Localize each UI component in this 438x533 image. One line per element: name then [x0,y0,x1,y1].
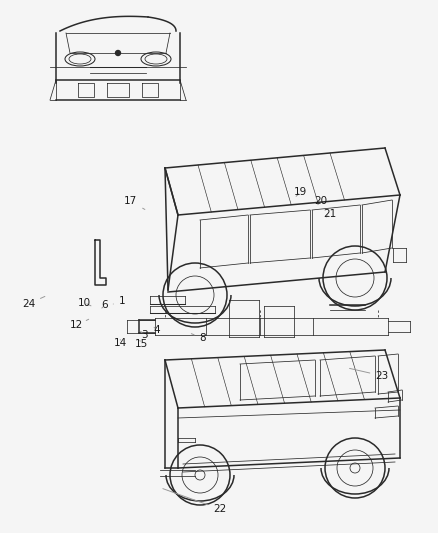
Circle shape [115,51,120,55]
Text: 20: 20 [313,197,326,206]
Text: 19: 19 [293,187,307,197]
Text: 1: 1 [113,296,125,306]
Text: 10: 10 [78,298,91,308]
Text: 23: 23 [349,368,388,381]
Text: 8: 8 [191,334,206,343]
Text: 15: 15 [134,339,148,349]
Text: 6: 6 [101,300,108,310]
Text: 4: 4 [153,326,160,335]
Text: 12: 12 [70,319,88,330]
Text: 14: 14 [114,338,127,348]
Text: 21: 21 [323,209,336,219]
Text: 3: 3 [140,330,147,340]
Text: 24: 24 [22,296,45,309]
Text: 22: 22 [162,489,226,514]
Text: 17: 17 [124,197,145,209]
